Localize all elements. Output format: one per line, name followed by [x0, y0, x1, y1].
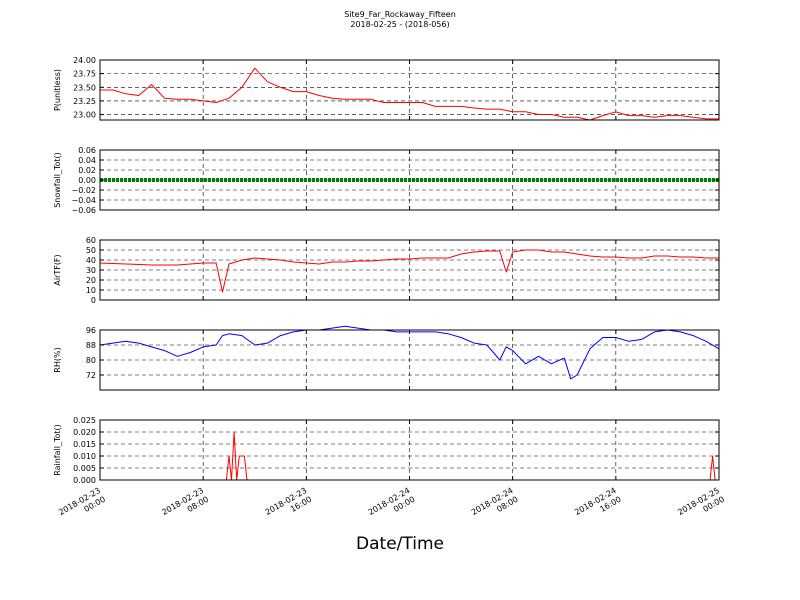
y-tick-label: 60 — [86, 236, 96, 245]
y-tick-label: 0.010 — [73, 452, 96, 461]
y-axis-label: Snowfall_Tot() — [53, 152, 62, 208]
y-tick-label: 0.005 — [73, 464, 96, 473]
x-tick-label: 2018-02-2416:00 — [573, 486, 623, 526]
y-axis-label: P(unitless) — [53, 69, 62, 111]
y-tick-label: 88 — [86, 341, 96, 350]
panel-1: 24.00 23.75 23.50 23.25 23.00 P(unitless) — [53, 56, 720, 121]
y-axis-label: AirTF(F) — [53, 254, 62, 285]
x-tick-label: 2018-02-2408:00 — [470, 486, 520, 526]
chart-title-block: Site9_Far_Rockaway_Fifteen 2018-02-25 - … — [0, 10, 800, 30]
x-tick-label: 2018-02-2400:00 — [367, 486, 417, 526]
y-tick-label: 0.025 — [73, 416, 96, 425]
y-axis-label: Rainfall_Tot() — [53, 424, 62, 476]
x-tick-label: 2018-02-2300:00 — [57, 486, 107, 526]
series-line-1 — [100, 67, 719, 121]
y-tick-label: 0.02 — [78, 166, 96, 175]
y-tick-label: 0 — [91, 296, 96, 305]
x-tick-label: 2018-02-2500:00 — [676, 486, 726, 526]
panel-2: 0.060.040.020.00−0.02−0.04−0.06 Snowfall_… — [53, 146, 720, 215]
y-tick-label: 96 — [86, 326, 96, 335]
y-tick-label: 24.00 — [73, 56, 96, 65]
y-tick-label: 0.06 — [78, 146, 96, 155]
y-axis-label: RH(%) — [53, 347, 62, 372]
panel-5: 0.025 0.020 0.015 0.010 0.005 0.000 Rainfall_T… — [53, 416, 720, 485]
x-tick-label: 2018-02-2308:00 — [160, 486, 210, 526]
x-tick-label: 2018-02-2316:00 — [264, 486, 314, 526]
y-tick-label: 0.020 — [73, 428, 96, 437]
y-tick-label: 0.00 — [78, 176, 96, 185]
series-line-1 — [99, 325, 720, 380]
y-tick-label: 30 — [86, 266, 96, 275]
y-tick-label: 20 — [86, 276, 96, 285]
panel-4: 96 88 80 72 RH(%) — [53, 325, 720, 391]
y-tick-label: −0.02 — [71, 186, 96, 195]
y-tick-label: 50 — [86, 246, 96, 255]
y-tick-label: 10 — [86, 286, 96, 295]
y-tick-label: 80 — [86, 356, 96, 365]
y-tick-label: 40 — [86, 256, 96, 265]
y-tick-label: 0.000 — [73, 476, 96, 485]
chart-title: Site9_Far_Rockaway_Fifteen — [344, 10, 456, 19]
y-tick-label: 23.50 — [73, 83, 96, 92]
y-tick-label: 23.25 — [73, 97, 96, 106]
y-tick-label: −0.06 — [71, 206, 96, 215]
x-axis-label: Date/Time — [356, 534, 444, 554]
series-line-1 — [99, 249, 719, 293]
y-tick-label: 72 — [86, 371, 96, 380]
y-tick-label: −0.04 — [71, 196, 96, 205]
y-tick-label: 23.00 — [73, 111, 96, 120]
y-tick-label: 0.04 — [78, 156, 96, 165]
chart-subtitle: 2018-02-25 - (2018-056) — [350, 20, 450, 29]
y-tick-label: 23.75 — [73, 70, 96, 79]
y-tick-label: 0.015 — [73, 440, 96, 449]
